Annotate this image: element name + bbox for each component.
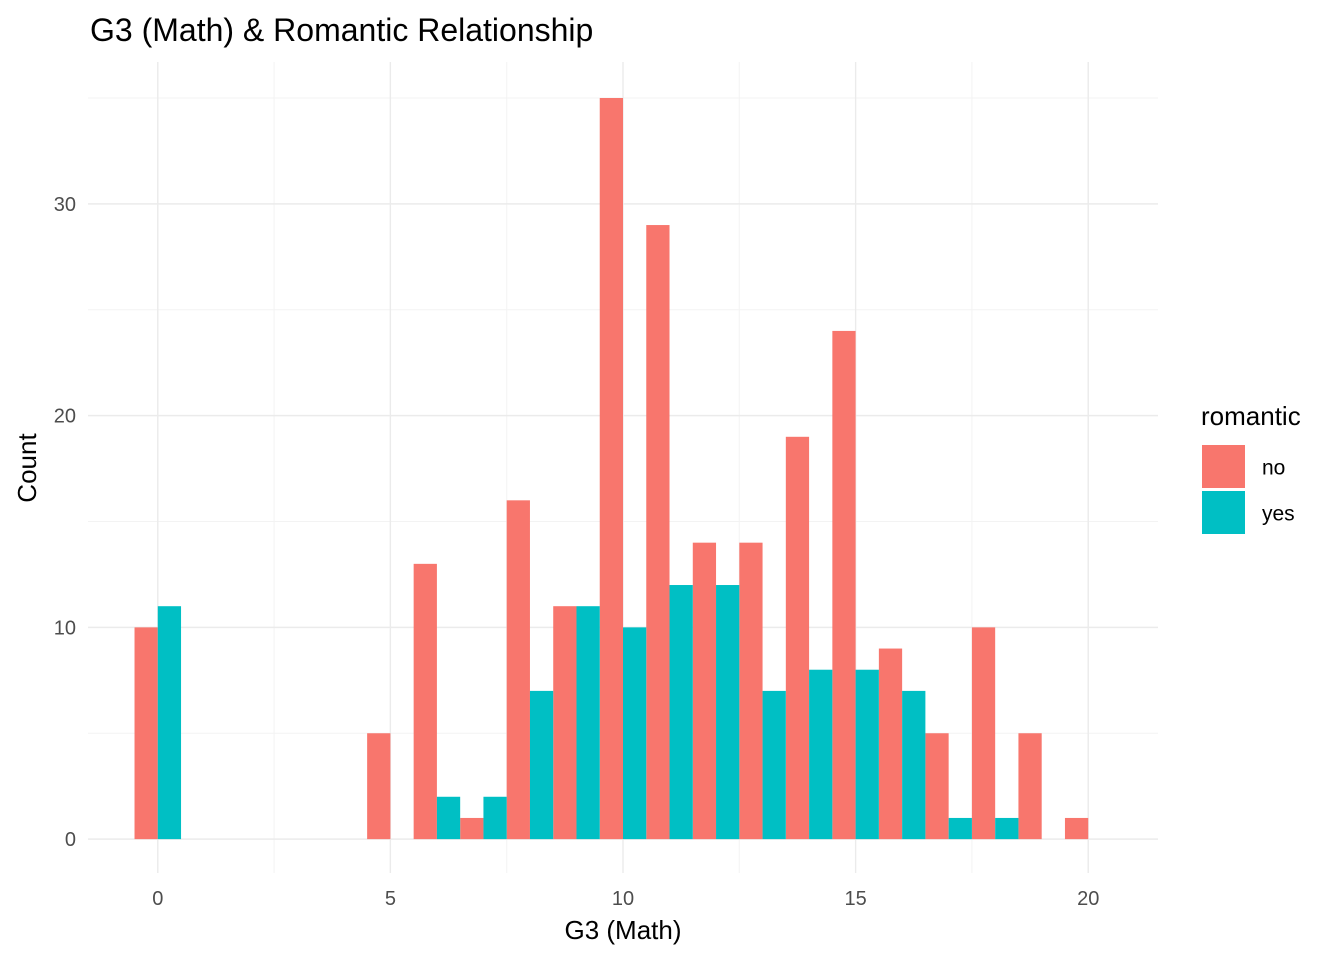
legend-key-yes	[1202, 491, 1245, 534]
bar-no	[971, 627, 996, 840]
y-tick-label: 10	[54, 617, 76, 639]
bar-no	[367, 733, 391, 840]
chart-title: G3 (Math) & Romantic Relationship	[90, 12, 593, 48]
legend-label-no: no	[1262, 457, 1285, 480]
y-axis-label: Count	[12, 433, 42, 503]
bar-no	[460, 817, 484, 840]
legend: romantic no yes	[1201, 401, 1301, 534]
bar-no	[739, 542, 763, 840]
bar-no	[134, 627, 158, 840]
y-tick-label: 0	[65, 829, 76, 851]
bar-yes	[669, 585, 693, 840]
bar-yes	[855, 669, 879, 840]
bar-no	[692, 542, 717, 840]
bar-yes	[436, 796, 461, 840]
legend-key-no	[1202, 445, 1245, 488]
bars	[134, 97, 1089, 840]
bar-no	[553, 606, 577, 840]
y-tick-label: 30	[54, 194, 76, 216]
bar-yes	[529, 690, 554, 840]
x-tick-label: 5	[385, 888, 396, 910]
bar-yes	[483, 796, 507, 840]
x-tick-labels: 0 5 10 15 20	[152, 888, 1099, 910]
legend-entries: no yes	[1202, 445, 1295, 534]
y-tick-labels: 0 10 20 30	[54, 194, 76, 851]
bar-no	[1064, 817, 1089, 840]
bar-yes	[762, 690, 786, 840]
bar-yes	[576, 606, 600, 840]
bar-no	[599, 97, 623, 840]
bar-yes	[902, 690, 926, 840]
bar-yes	[995, 817, 1019, 840]
bar-yes	[716, 585, 740, 840]
bar-no	[413, 563, 437, 840]
bar-no	[785, 436, 810, 840]
bar-yes	[623, 627, 647, 840]
bar-no	[1018, 733, 1042, 840]
x-tick-label: 0	[152, 888, 163, 910]
x-axis-label: G3 (Math)	[564, 915, 681, 945]
bar-no	[925, 733, 949, 840]
bar-yes	[809, 669, 833, 840]
x-tick-label: 20	[1077, 888, 1099, 910]
legend-label-yes: yes	[1262, 503, 1295, 526]
x-tick-label: 15	[844, 888, 866, 910]
x-tick-label: 10	[612, 888, 634, 910]
bar-no	[646, 225, 670, 840]
bar-no	[832, 330, 856, 840]
bar-yes	[948, 817, 972, 840]
legend-title: romantic	[1201, 401, 1301, 431]
bar-no	[878, 648, 903, 840]
bar-no	[506, 500, 530, 840]
bar-yes	[157, 606, 182, 840]
y-tick-label: 20	[54, 406, 76, 428]
